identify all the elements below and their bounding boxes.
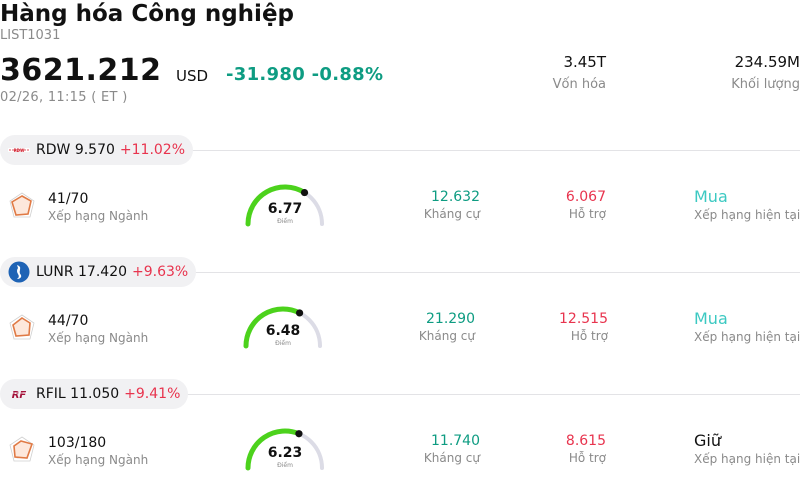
market-cap-value: 3.45T [563, 53, 606, 71]
resistance-label: Kháng cự [423, 207, 480, 221]
support-label: Hỗ trợ [570, 329, 608, 343]
market-cap: 3.45T Vốn hóa [553, 52, 606, 94]
industry-rank-label: Xếp hạng Ngành [48, 453, 149, 467]
rating-value: Giữ [694, 431, 721, 450]
rating-label: Xếp hạng hiện tại [694, 452, 800, 466]
stock-price: 11.050 [70, 386, 120, 402]
industry-rank-value: 44/70 [48, 313, 89, 329]
resistance: 21.290 Kháng cự [419, 310, 475, 344]
price-change: -31.980 -0.88% [226, 63, 383, 87]
index-price: 3621.212 [0, 53, 162, 88]
resistance-label: Kháng cự [423, 451, 480, 465]
volume-label: Khối lượng [731, 77, 800, 92]
stock-chip-rdw[interactable]: RDW RDW 9.570 +11.02% [0, 135, 194, 165]
industry-rank-value: 41/70 [48, 191, 89, 207]
resistance-value: 11.740 [431, 433, 480, 449]
score-gauge [245, 184, 324, 227]
rating-label: Xếp hạng hiện tại [694, 330, 800, 344]
list-code: LIST1031 [0, 28, 61, 43]
radar-chart-icon [9, 314, 35, 340]
volume: 234.59M Khối lượng [731, 52, 800, 94]
rating-value: Mua [694, 309, 728, 328]
support: 8.615 Hỗ trợ [566, 432, 606, 466]
ticker: RFIL [36, 386, 66, 402]
divider [192, 272, 800, 273]
industry-rank-label: Xếp hạng Ngành [48, 331, 149, 345]
score-label: Điểm [275, 340, 291, 347]
support-label: Hỗ trợ [568, 207, 606, 221]
stock-change: +9.41% [124, 386, 181, 402]
radar-chart-icon [9, 192, 35, 218]
stock-change: +11.02% [119, 142, 186, 158]
rf-industries-logo-icon: RF [8, 383, 30, 405]
support-value: 12.515 [559, 311, 608, 327]
resistance-value: 21.290 [426, 311, 475, 327]
intuitive-machines-logo-icon [8, 261, 30, 283]
resistance-label: Kháng cự [418, 329, 475, 343]
svg-text:RF: RF [12, 390, 27, 401]
market-cap-label: Vốn hóa [552, 77, 606, 92]
score-value: 6.23 [267, 445, 303, 461]
currency-label: USD [176, 67, 209, 85]
change-percent: -0.88% [311, 64, 384, 85]
stock-chip-lunr[interactable]: LUNR 17.420 +9.63% [0, 257, 197, 287]
change-value: -31.980 [226, 64, 306, 85]
stock-chip-rfil[interactable]: RF RFIL 11.050 +9.41% [0, 379, 189, 409]
ticker: RDW [36, 142, 71, 158]
resistance: 11.740 Kháng cự [424, 432, 480, 466]
rating-label: Xếp hạng hiện tại [694, 208, 800, 222]
score-label: Điểm [277, 218, 293, 225]
ticker: LUNR [36, 264, 74, 280]
score-gauge [245, 428, 324, 471]
support-value: 6.067 [565, 189, 606, 205]
stock-price: 9.570 [74, 142, 115, 158]
page-title: Hàng hóa Công nghiệp [0, 1, 295, 27]
industry-rank-label: Xếp hạng Ngành [48, 209, 149, 223]
volume-value: 234.59M [734, 53, 800, 71]
divider [190, 150, 800, 151]
resistance-value: 12.632 [431, 189, 480, 205]
svg-text:RDW: RDW [14, 148, 25, 153]
industry-rank-value: 103/180 [48, 435, 107, 451]
radar-chart-icon [9, 436, 35, 462]
support-label: Hỗ trợ [568, 451, 606, 465]
divider [186, 394, 800, 395]
stock-change: +9.63% [132, 264, 189, 280]
redwire-logo-icon: RDW [8, 139, 30, 161]
support-value: 8.615 [565, 433, 606, 449]
support: 6.067 Hỗ trợ [566, 188, 606, 222]
stock-price: 17.420 [78, 264, 128, 280]
current-rating: Giữ Xếp hạng hiện tại [694, 431, 800, 467]
timestamp: 02/26, 11:15 ( ET ) [0, 90, 128, 105]
current-rating: Mua Xếp hạng hiện tại [694, 309, 800, 345]
score-value: 6.48 [265, 323, 301, 339]
current-rating: Mua Xếp hạng hiện tại [694, 187, 800, 223]
industry-rank: 41/70 Xếp hạng Ngành [48, 190, 148, 224]
score-value: 6.77 [267, 201, 303, 217]
support: 12.515 Hỗ trợ [559, 310, 608, 344]
score-gauge [243, 306, 322, 349]
score-label: Điểm [277, 462, 293, 469]
resistance: 12.632 Kháng cự [424, 188, 480, 222]
industry-rank: 103/180 Xếp hạng Ngành [48, 434, 148, 468]
industry-rank: 44/70 Xếp hạng Ngành [48, 312, 148, 346]
rating-value: Mua [694, 187, 728, 206]
